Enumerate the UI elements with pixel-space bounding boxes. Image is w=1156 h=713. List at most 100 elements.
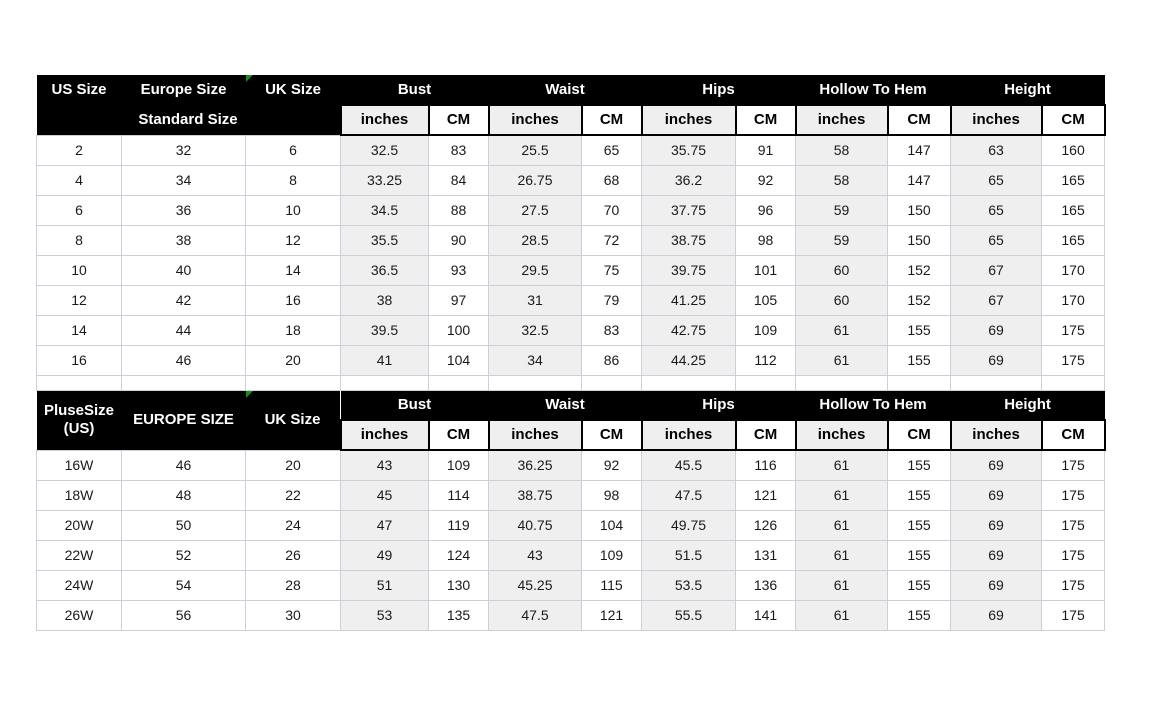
measurement-cell: 175 <box>1041 539 1106 571</box>
unit-header-cm: CM <box>580 419 643 451</box>
unit-header-cm: CM <box>1040 419 1106 451</box>
size-cell: 22W <box>36 539 122 571</box>
measurement-cell: 59 <box>795 224 889 256</box>
table-row: 16W 46 20 43 109 36.25 92 45.5 116 61 155 69 175 <box>36 449 1106 481</box>
measurement-cell: 116 <box>735 449 797 481</box>
measurement-cell: 155 <box>887 569 952 601</box>
measurement-cell: 83 <box>428 134 489 166</box>
plus-header-row: PluseSize (US) EUROPE SIZE UK Size Bust … <box>36 390 1105 450</box>
us-size-header: US Size <box>36 75 122 105</box>
measurement-cell: 32.5 <box>488 314 582 346</box>
table-row: 26W 56 30 53 135 47.5 121 55.5 141 61 155 69 175 <box>36 599 1106 631</box>
measurement-cell: 61 <box>795 314 889 346</box>
measurement-cell: 69 <box>950 479 1043 511</box>
measurement-cell: 16 <box>245 284 341 316</box>
group-header-bust: Bust <box>340 75 489 105</box>
measurement-cell: 104 <box>428 344 489 376</box>
measurement-cell: 39.5 <box>340 314 429 346</box>
measurement-cell: 165 <box>1041 164 1106 196</box>
measurement-cell: 46 <box>121 449 246 481</box>
size-cell: 2 <box>36 134 122 166</box>
measurement-cell: 155 <box>887 509 952 541</box>
measurement-cell: 155 <box>887 449 952 481</box>
measurement-cell: 61 <box>795 479 889 511</box>
measurement-cell: 58 <box>795 134 889 166</box>
measurement-cell: 20 <box>245 344 341 376</box>
unit-header-cm: CM <box>734 419 797 451</box>
size-cell: 14 <box>36 314 122 346</box>
cell-error-flag-icon <box>245 75 253 82</box>
size-cell: 26W <box>36 599 122 631</box>
measurement-cell: 69 <box>950 314 1043 346</box>
measurement-cell: 43 <box>340 449 429 481</box>
measurement-cell: 115 <box>580 569 643 601</box>
standard-size-band: Standard Size <box>36 105 341 135</box>
measurement-cell: 22 <box>245 479 341 511</box>
measurement-cell: 104 <box>580 509 643 541</box>
table-row: 12 42 16 38 97 31 79 41.25 105 60 152 67 170 <box>36 284 1106 316</box>
measurement-cell: 109 <box>735 314 797 346</box>
unit-header-inches: inches <box>640 419 737 451</box>
measurement-cell: 34.5 <box>340 194 429 226</box>
measurement-cell: 38.75 <box>641 224 737 256</box>
measurement-cell: 33.25 <box>340 164 429 196</box>
measurement-cell: 14 <box>245 254 341 286</box>
measurement-cell: 114 <box>428 479 489 511</box>
measurement-cell: 52 <box>121 539 246 571</box>
plus-size-body: 16W 46 20 43 109 36.25 92 45.5 116 61 155 69 175 18W 4… <box>36 449 1106 631</box>
measurement-cell: 147 <box>887 164 952 196</box>
measurement-cell: 150 <box>887 224 952 256</box>
size-cell: 8 <box>36 224 122 256</box>
group-header-waist: Waist <box>488 75 642 105</box>
measurement-cell: 38.75 <box>488 479 582 511</box>
measurement-cell: 70 <box>580 194 643 226</box>
measurement-cell: 96 <box>735 194 797 226</box>
measurement-cell: 61 <box>795 569 889 601</box>
table-row: 6 36 10 34.5 88 27.5 70 37.75 96 59 150 65 165 <box>36 194 1106 226</box>
measurement-cell: 53 <box>340 599 429 631</box>
measurement-cell: 67 <box>950 284 1043 316</box>
measurement-cell: 47.5 <box>488 599 582 631</box>
measurement-cell: 155 <box>887 314 952 346</box>
measurement-cell: 65 <box>580 134 643 166</box>
measurement-cell: 41 <box>340 344 429 376</box>
measurement-cell: 155 <box>887 479 952 511</box>
measurement-cell: 51.5 <box>641 539 737 571</box>
measurement-cell: 45.5 <box>641 449 737 481</box>
measurement-cell: 147 <box>887 134 952 166</box>
group-header-hips: Hips <box>641 390 796 420</box>
group-header-height: Height <box>950 75 1105 105</box>
measurement-cell: 69 <box>950 539 1043 571</box>
measurement-cell: 54 <box>121 569 246 601</box>
measurement-cell: 170 <box>1041 254 1106 286</box>
table-row: 16 46 20 41 104 34 86 44.25 112 61 155 69 175 <box>36 344 1106 376</box>
measurement-cell: 31 <box>488 284 582 316</box>
measurement-cell: 47.5 <box>641 479 737 511</box>
measurement-cell: 61 <box>795 509 889 541</box>
measurement-cell: 155 <box>887 539 952 571</box>
measurement-cell: 58 <box>795 164 889 196</box>
measurement-cell: 136 <box>735 569 797 601</box>
measurement-cell: 28 <box>245 569 341 601</box>
measurement-cell: 39.75 <box>641 254 737 286</box>
measurement-cell: 92 <box>580 449 643 481</box>
plus-size-header: PluseSize (US) <box>36 390 122 450</box>
measurement-cell: 170 <box>1041 284 1106 316</box>
measurement-cell: 30 <box>245 599 341 631</box>
uk-size-header: UK Size <box>245 75 341 105</box>
measurement-cell: 165 <box>1041 194 1106 226</box>
group-header-hollow-to-hem: Hollow To Hem <box>795 75 951 105</box>
unit-header-inches: inches <box>487 419 583 451</box>
measurement-cell: 45.25 <box>488 569 582 601</box>
measurement-cell: 53.5 <box>641 569 737 601</box>
measurement-cell: 44 <box>121 314 246 346</box>
unit-header-inches: inches <box>794 419 889 451</box>
measurement-cell: 100 <box>428 314 489 346</box>
measurement-cell: 126 <box>735 509 797 541</box>
measurement-cell: 42 <box>121 284 246 316</box>
measurement-cell: 93 <box>428 254 489 286</box>
measurement-cell: 50 <box>121 509 246 541</box>
measurement-cell: 61 <box>795 539 889 571</box>
unit-header-cm: CM <box>1040 104 1106 136</box>
